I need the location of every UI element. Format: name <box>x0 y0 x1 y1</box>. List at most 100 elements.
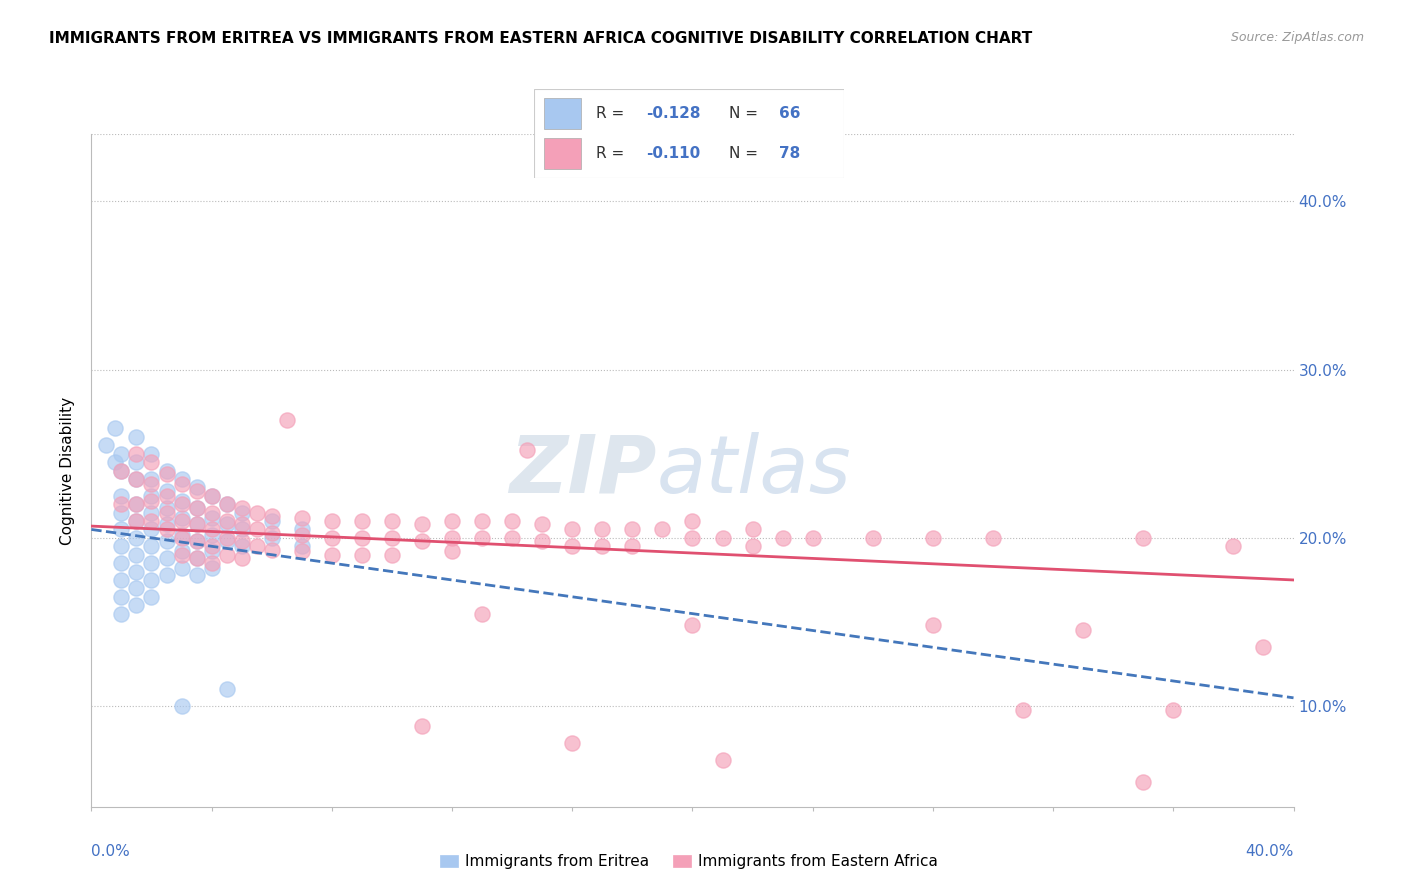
Point <box>155 500 177 515</box>
Point <box>141 590 163 604</box>
Point <box>411 517 433 532</box>
Point <box>201 510 224 524</box>
Point <box>141 523 163 537</box>
Point <box>186 517 208 532</box>
Point <box>186 517 208 532</box>
Point <box>260 525 283 540</box>
Text: R =: R = <box>596 146 630 161</box>
Text: N =: N = <box>730 146 763 161</box>
Point <box>125 497 148 511</box>
Point <box>170 477 193 491</box>
Point <box>1161 703 1184 717</box>
Point <box>291 523 314 537</box>
Point <box>141 472 163 486</box>
Point <box>186 483 208 498</box>
Point <box>321 514 343 528</box>
Point <box>291 510 314 524</box>
Point <box>501 514 523 528</box>
Point <box>170 561 193 575</box>
Text: -0.110: -0.110 <box>645 146 700 161</box>
Point <box>215 534 238 549</box>
Point <box>201 544 224 558</box>
Point <box>246 506 269 520</box>
Point <box>125 447 148 461</box>
Point <box>155 467 177 481</box>
Point <box>681 514 703 528</box>
Point <box>621 523 644 537</box>
Text: 0.0%: 0.0% <box>91 845 131 859</box>
Text: IMMIGRANTS FROM ERITREA VS IMMIGRANTS FROM EASTERN AFRICA COGNITIVE DISABILITY C: IMMIGRANTS FROM ERITREA VS IMMIGRANTS FR… <box>49 31 1032 46</box>
Point <box>125 430 148 444</box>
Point <box>125 582 148 596</box>
Point <box>471 531 494 545</box>
Point <box>621 539 644 553</box>
Point <box>110 539 132 553</box>
Point <box>922 618 945 632</box>
Point <box>201 561 224 575</box>
Point <box>141 493 163 508</box>
Point <box>561 736 583 750</box>
Point <box>155 517 177 532</box>
Point <box>104 455 127 469</box>
Point <box>125 565 148 579</box>
Point <box>276 413 298 427</box>
Point <box>201 506 224 520</box>
Point <box>1222 539 1244 553</box>
Point <box>1132 775 1154 789</box>
Point <box>141 506 163 520</box>
Text: ZIP: ZIP <box>509 432 657 509</box>
Y-axis label: Cognitive Disability: Cognitive Disability <box>60 396 76 545</box>
Point <box>440 514 463 528</box>
Point <box>110 489 132 503</box>
Point <box>186 551 208 566</box>
Point <box>350 514 373 528</box>
Point <box>125 497 148 511</box>
Point <box>110 523 132 537</box>
Point <box>772 531 794 545</box>
Point <box>125 514 148 528</box>
Point <box>561 523 583 537</box>
Point <box>186 480 208 494</box>
Point <box>1253 640 1275 655</box>
Point <box>711 531 734 545</box>
Point <box>260 531 283 545</box>
Point <box>125 548 148 562</box>
Point <box>96 438 118 452</box>
Point <box>155 489 177 503</box>
Text: -0.128: -0.128 <box>645 106 700 120</box>
Point <box>1132 531 1154 545</box>
Point <box>170 531 193 545</box>
Point <box>440 531 463 545</box>
Text: 40.0%: 40.0% <box>1246 845 1294 859</box>
Point <box>350 548 373 562</box>
Point <box>141 447 163 461</box>
Point <box>155 523 177 537</box>
Point <box>110 607 132 621</box>
Text: R =: R = <box>596 106 630 120</box>
Point <box>471 607 494 621</box>
Point <box>110 447 132 461</box>
Point <box>215 497 238 511</box>
Point <box>141 489 163 503</box>
Point <box>155 551 177 566</box>
Point <box>170 493 193 508</box>
Point <box>110 590 132 604</box>
Point <box>186 534 208 549</box>
Point <box>1071 624 1094 638</box>
Point <box>170 548 193 562</box>
Point <box>125 472 148 486</box>
Point <box>141 539 163 553</box>
Point <box>1012 703 1035 717</box>
Point <box>110 506 132 520</box>
Point <box>125 514 148 528</box>
Point <box>215 514 238 528</box>
Point <box>531 517 554 532</box>
Point <box>291 539 314 553</box>
Point <box>440 544 463 558</box>
Point <box>591 523 613 537</box>
Point <box>591 539 613 553</box>
Point <box>125 599 148 613</box>
Text: 66: 66 <box>779 106 800 120</box>
Point <box>141 514 163 528</box>
Point <box>741 539 763 553</box>
